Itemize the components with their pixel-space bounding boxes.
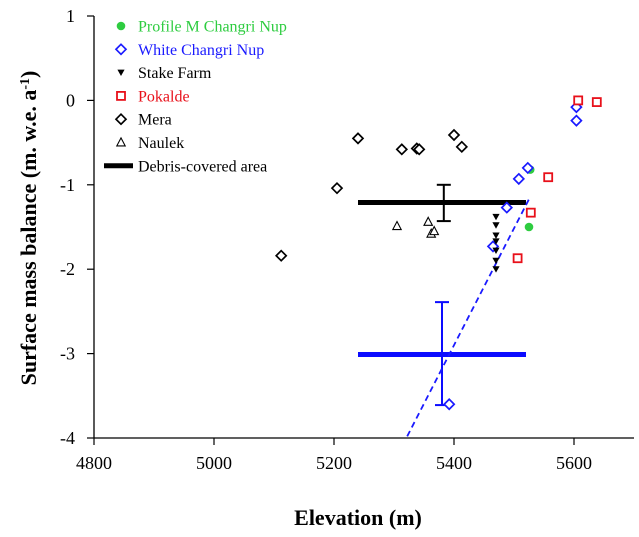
legend: Profile M Changri Nup White Changri Nup St… [104,19,287,175]
legend-label: Debris-covered area [138,158,267,175]
y-tick-label: -1 [60,175,75,195]
legend-label: Pokalde [138,88,190,105]
data-point [591,97,602,107]
data-point [412,143,426,156]
data-point [351,132,365,145]
data-point [524,222,534,232]
legend-swatch [114,43,128,56]
data-point [492,232,500,239]
y-tick-label: -3 [60,344,75,364]
y-axis-label: Surface mass balance (m. w.e. a-1) [16,71,41,386]
legend-swatch [116,91,126,101]
data-point [492,266,500,273]
y-tick-label: -2 [60,259,75,279]
data-point [512,253,523,264]
y-tick-label: 0 [66,90,75,110]
data-point [521,161,535,175]
x-axis-label: Elevation (m) [294,505,422,530]
legend-label: Mera [138,112,172,129]
data-point [570,114,583,127]
data-point [492,247,500,255]
x-tick-label: 5400 [436,453,472,473]
legend-swatch [116,21,126,31]
data-point [492,238,500,245]
data-point [492,213,500,221]
data-point [442,398,456,411]
y-tick-label: 1 [66,6,75,26]
y-tick-label: -4 [60,428,75,448]
data-point [573,95,584,106]
data-point [492,257,500,265]
y-axis-label-main: Surface mass balance (m. w.e. a [16,90,41,386]
x-tick-label: 5200 [316,453,352,473]
data-point [330,181,344,195]
data-point [447,128,461,142]
x-tick-label: 5000 [196,453,232,473]
data-point [512,172,526,186]
x-tick-label: 4800 [76,453,112,473]
y-axis-label-close: ) [16,71,41,78]
data-point [455,140,469,154]
legend-label: Naulek [138,135,184,152]
legend-swatch [115,136,127,147]
legend-label: Profile M Changri Nup [138,19,287,36]
data-series [274,95,602,437]
legend-label: Stake Farm [138,65,212,82]
data-point [500,201,514,214]
data-point [395,143,409,156]
y-axis-label-exponent: -1 [18,78,33,90]
regression-line [406,198,530,437]
legend-swatch [117,69,125,76]
data-point [274,249,288,262]
axes: 4800 5000 5200 5400 5600 1 0 -1 -2 -3 -4 [60,6,634,473]
legend-label: White Changri Nup [138,42,264,59]
data-point [492,222,500,229]
data-point [391,220,403,231]
data-point [429,225,440,236]
data-point [423,216,434,226]
data-point [543,172,554,183]
legend-swatch [114,112,128,126]
x-tick-label: 5600 [556,453,592,473]
data-point [525,207,536,218]
